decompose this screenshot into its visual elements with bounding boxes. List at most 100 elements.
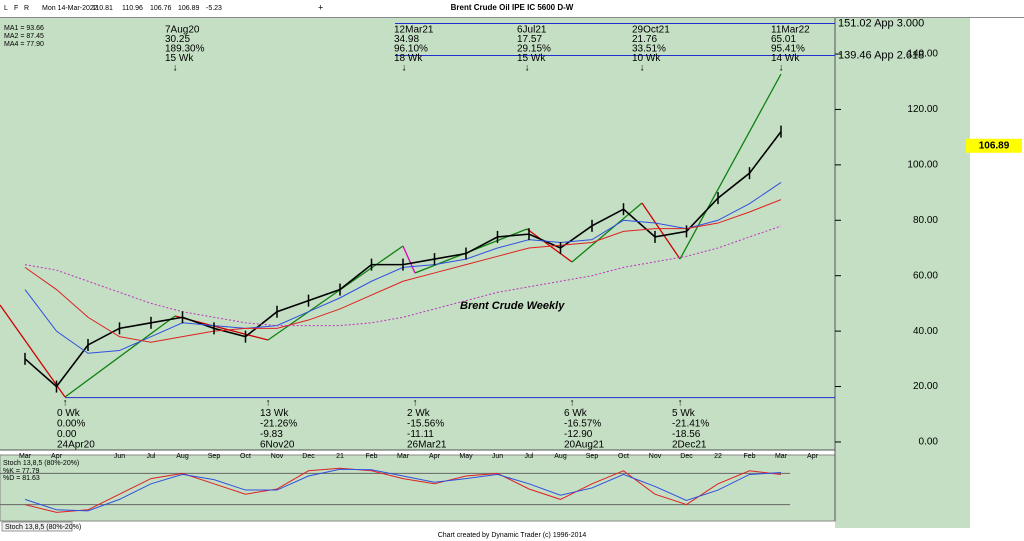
quote-field: 106.76	[150, 5, 172, 12]
y-tick-label: 20.00	[913, 381, 938, 392]
level-label: 151.02 App 3.000	[838, 17, 924, 29]
swing-annotation: 34.98	[394, 34, 419, 45]
plus-button[interactable]: +	[318, 2, 323, 12]
swing-annotation: 33.51%	[632, 44, 666, 55]
x-tick-label: Nov	[649, 453, 662, 460]
swing-annotation: 96.10%	[394, 44, 428, 55]
x-tick-label: Feb	[365, 453, 377, 460]
swing-annotation: -12.90	[564, 429, 593, 440]
x-tick-label: Mar	[397, 453, 410, 460]
stoch-title: Stoch 13,8,5 (80%-20%)	[3, 460, 79, 467]
swing-lines	[0, 73, 782, 398]
legend-entry: MA2 = 87.45	[4, 33, 44, 40]
last-price-label: 106.89	[979, 140, 1010, 151]
x-tick-label: Jul	[147, 453, 156, 460]
swing-annotation: -21.41%	[672, 419, 709, 430]
swing-annotation: -9.83	[260, 429, 283, 440]
swing-annotation: 95.41%	[771, 44, 805, 55]
axis-bg	[835, 18, 970, 528]
y-tick-label: 120.00	[907, 104, 938, 115]
swing-annotation: 5 Wk	[672, 408, 696, 419]
swing-annotation: 7Aug20	[165, 25, 200, 36]
x-tick-label: Jun	[492, 453, 503, 460]
x-tick-label: Aug	[176, 453, 189, 460]
x-tick-label: 22	[714, 453, 722, 460]
x-tick-label: Aug	[554, 453, 567, 460]
swing-annotation: 24Apr20	[57, 440, 95, 451]
swing-annotation: -16.57%	[564, 419, 601, 430]
x-tick-label: Apr	[51, 453, 63, 460]
swing-annotation: -11.11	[407, 429, 434, 440]
series-line	[24, 199, 782, 343]
swing-annotation: 21.76	[632, 34, 657, 45]
legend-entry: MA1 = 93.66	[4, 25, 44, 32]
swing-annotation: ↑	[570, 398, 575, 409]
x-tick-label: Apr	[429, 453, 441, 460]
swing-annotation: 17.57	[517, 34, 542, 45]
x-tick-label: Mar	[775, 453, 788, 460]
swing-annotation: 20Aug21	[564, 440, 604, 451]
x-tick-label: Dec	[680, 453, 693, 460]
x-tick-label: Mar	[19, 453, 32, 460]
legend-entry: %D = 81.63	[3, 475, 40, 482]
swing-annotation: -15.56%	[407, 419, 444, 430]
button[interactable]: L	[4, 5, 8, 12]
swing-annotation: 11Mar22	[771, 25, 810, 36]
quote-field: 110.96	[122, 5, 143, 12]
chart-label: Brent Crude Weekly	[460, 300, 565, 312]
swing-annotation: 65.01	[771, 34, 796, 45]
plot-bg	[0, 18, 970, 450]
chart-title: Brent Crude Oil IPE IC 5600 D-W	[451, 3, 574, 12]
swing-annotation: ↓	[779, 63, 784, 74]
x-tick-label: Sep	[208, 453, 221, 460]
swing-annotation: 15 Wk	[165, 53, 194, 64]
swing-annotation: 12Mar21	[394, 25, 434, 36]
x-tick-label: 21	[336, 453, 344, 460]
swing-annotation: 0.00%	[57, 419, 85, 430]
footer: Chart created by Dynamic Trader (c) 1996…	[438, 532, 587, 539]
x-tick-label: May	[459, 453, 473, 460]
y-tick-label: 100.00	[907, 160, 938, 171]
swing-annotation: ↑	[678, 398, 683, 409]
swing-annotation: 26Mar21	[407, 440, 447, 451]
swing-annotation: -18.56	[672, 429, 701, 440]
swing-annotation: 0 Wk	[57, 408, 81, 419]
y-tick-label: 0.00	[919, 437, 939, 448]
swing-annotation: ↑	[413, 398, 418, 409]
swing-annotation: 29.15%	[517, 44, 551, 55]
swing-annotation: ↓	[173, 63, 178, 74]
swing-annotation: 6Nov20	[260, 440, 295, 451]
x-tick-label: Nov	[271, 453, 284, 460]
x-tick-label: Feb	[743, 453, 755, 460]
series-line	[24, 467, 782, 513]
x-tick-label: Jul	[525, 453, 534, 460]
y-tick-label: 60.00	[913, 270, 938, 281]
x-tick-label: Apr	[807, 453, 819, 460]
swing-annotation: 30.25	[165, 34, 190, 45]
swing-annotation: 189.30%	[165, 44, 205, 55]
legend-entry: %K = 77.79	[3, 468, 39, 475]
swing-annotation: 15 Wk	[517, 53, 546, 64]
swing-annotation: 13 Wk	[260, 408, 289, 419]
last-price-box	[966, 138, 1022, 153]
swing-annotation: -21.26%	[260, 419, 297, 430]
button[interactable]: R	[24, 5, 29, 12]
quote-field: Mon 14-Mar-2022	[42, 5, 98, 12]
swing-annotation: 14 Wk	[771, 53, 800, 64]
stoch-tab: Stoch 13,8,5 (80%-20%)	[5, 524, 81, 531]
swing-annotation: 2Dec21	[672, 440, 707, 451]
y-tick-label: 40.00	[913, 326, 938, 337]
x-tick-label: Sep	[586, 453, 599, 460]
swing-annotation: ↑	[266, 398, 271, 409]
swing-annotation: 29Oct21	[632, 25, 670, 36]
swing-annotation: ↓	[640, 63, 645, 74]
legend-entry: MA4 = 77.90	[4, 41, 44, 48]
swing-annotation: ↑	[63, 398, 68, 409]
y-tick-label: 80.00	[913, 215, 938, 226]
swing-annotation: 18 Wk	[394, 53, 423, 64]
button[interactable]: F	[14, 5, 18, 12]
stoch-bg	[0, 454, 836, 522]
swing-annotation: 0.00	[57, 429, 77, 440]
quote-field: -5.23	[206, 5, 222, 12]
